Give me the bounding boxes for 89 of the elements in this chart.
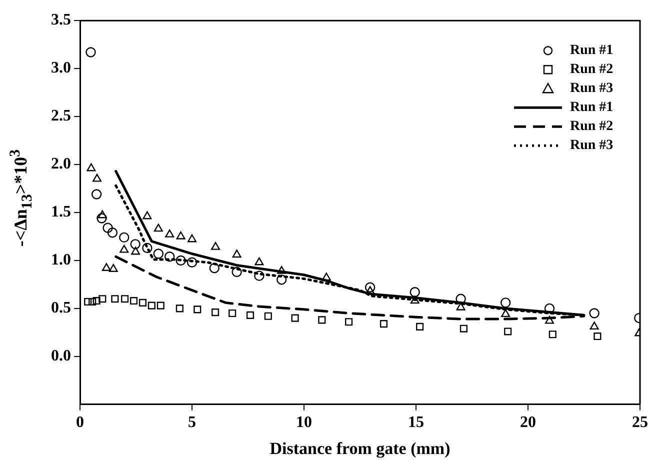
point xyxy=(416,322,424,330)
point xyxy=(111,295,119,303)
y-tick-label: 0.5 xyxy=(51,300,71,317)
point xyxy=(380,320,388,328)
point xyxy=(410,296,420,304)
point xyxy=(460,324,468,332)
x-tick-label: 25 xyxy=(632,414,648,432)
point xyxy=(176,255,186,266)
point xyxy=(176,304,184,312)
point xyxy=(500,298,511,308)
point xyxy=(102,263,111,271)
point xyxy=(107,228,118,238)
point xyxy=(264,312,272,320)
point xyxy=(186,257,198,268)
point xyxy=(121,295,129,303)
point xyxy=(91,189,102,200)
point xyxy=(410,287,420,298)
point xyxy=(108,264,118,272)
point xyxy=(120,244,129,253)
point xyxy=(456,294,466,304)
point xyxy=(142,242,152,254)
point xyxy=(232,250,242,258)
y-tick-label: 0.0 xyxy=(51,348,71,365)
point xyxy=(88,298,96,306)
point xyxy=(209,263,220,274)
legend-label: Run #3 xyxy=(570,138,614,154)
point xyxy=(228,309,236,318)
point xyxy=(594,332,602,340)
legend-label: Run #1 xyxy=(570,43,614,58)
x-tick-label: 5 xyxy=(188,414,196,432)
point xyxy=(138,298,146,306)
point xyxy=(98,210,107,218)
y-tick-label: 2.0 xyxy=(51,156,71,173)
point xyxy=(130,239,140,250)
x-tick-label: 0 xyxy=(76,414,84,432)
point xyxy=(142,211,152,220)
x-tick-label: 20 xyxy=(520,414,536,432)
point xyxy=(291,314,299,322)
point xyxy=(119,232,130,243)
point xyxy=(246,311,254,319)
y-tick-label: 1.5 xyxy=(51,204,71,221)
point xyxy=(96,213,107,224)
point xyxy=(98,295,106,303)
point xyxy=(345,318,353,326)
point xyxy=(188,234,196,242)
point xyxy=(156,302,164,310)
point xyxy=(318,316,326,324)
x-axis-title: Distance from gate (mm) xyxy=(270,439,450,458)
legend-label: Run #2 xyxy=(570,62,614,78)
legend-label: Run #2 xyxy=(570,119,614,134)
point xyxy=(86,163,96,172)
point xyxy=(545,316,554,324)
point xyxy=(84,298,92,306)
point xyxy=(544,303,555,314)
point xyxy=(501,309,510,318)
point xyxy=(548,330,556,338)
point xyxy=(254,257,264,266)
point xyxy=(322,272,331,281)
y-tick-label: 1.0 xyxy=(51,252,71,269)
point xyxy=(165,229,174,238)
point xyxy=(130,296,138,305)
point xyxy=(504,328,512,336)
y-tick-label: 3.5 xyxy=(51,12,71,29)
point xyxy=(589,308,600,318)
x-tick-label: 10 xyxy=(296,414,312,432)
point xyxy=(277,266,286,274)
point xyxy=(131,246,140,255)
legend-label: Run #3 xyxy=(570,81,614,96)
point xyxy=(232,266,242,278)
legend-label: Run #1 xyxy=(570,100,614,116)
point xyxy=(164,252,175,262)
point xyxy=(86,47,96,58)
point xyxy=(102,222,113,233)
x-tick-label: 15 xyxy=(408,414,424,432)
point xyxy=(194,306,202,314)
point xyxy=(211,242,220,250)
y-tick-label: 3.0 xyxy=(51,60,71,77)
point xyxy=(590,322,599,330)
point xyxy=(153,248,164,259)
point xyxy=(148,302,156,310)
point xyxy=(254,270,264,281)
point xyxy=(92,296,100,305)
point xyxy=(364,282,376,292)
point xyxy=(176,231,186,240)
point xyxy=(276,274,287,285)
point xyxy=(212,308,220,316)
y-tick-label: 2.5 xyxy=(51,108,71,125)
point xyxy=(92,174,102,182)
point xyxy=(154,224,163,232)
